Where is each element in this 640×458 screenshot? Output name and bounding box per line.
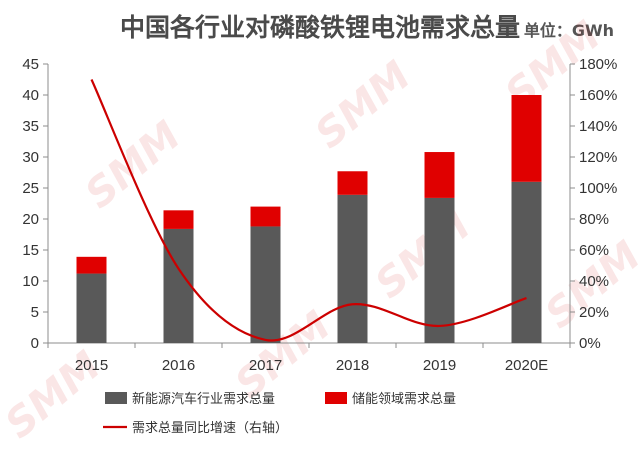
y-left-tick-label: 0 bbox=[31, 335, 39, 352]
growth-rate-line bbox=[90, 79, 527, 342]
legend-label-ev: 新能源汽车行业需求总量 bbox=[132, 391, 275, 407]
bar-storage-segment bbox=[337, 171, 368, 195]
bar-ev-segment bbox=[163, 228, 194, 343]
y-left-tick-label: 30 bbox=[22, 149, 39, 166]
y-left-tick-label: 35 bbox=[22, 118, 39, 135]
x-tick-label: 2016 bbox=[162, 357, 195, 374]
y-right-tick-label: 160% bbox=[579, 87, 617, 104]
y-right-tick-label: 0% bbox=[579, 335, 601, 352]
chart-title: 中国各行业对磷酸铁锂电池需求总量 bbox=[119, 13, 520, 42]
bar-ev-segment bbox=[76, 273, 107, 343]
y-right-tick-label: 120% bbox=[579, 149, 617, 166]
y-right-tick-label: 80% bbox=[579, 211, 609, 228]
bar-ev-segment bbox=[511, 181, 542, 343]
chart-title-block: 中国各行业对磷酸铁锂电池需求总量 单位：GWh bbox=[0, 8, 640, 44]
x-tick-label: 2017 bbox=[249, 357, 282, 374]
y-right-tick-label: 20% bbox=[579, 304, 609, 321]
y-right-tick-label: 40% bbox=[579, 273, 609, 290]
bar-ev-segment bbox=[250, 226, 281, 343]
y-left-tick-label: 15 bbox=[22, 242, 39, 259]
y-right-tick-label: 100% bbox=[579, 180, 617, 197]
y-left-tick-label: 25 bbox=[22, 180, 39, 197]
x-tick-label: 2020E bbox=[505, 357, 548, 374]
x-tick-label: 2015 bbox=[75, 357, 108, 374]
y-right-tick-label: 140% bbox=[579, 118, 617, 135]
x-tick-label: 2019 bbox=[423, 357, 456, 374]
y-left-tick-label: 5 bbox=[31, 304, 39, 321]
y-left-tick-label: 45 bbox=[22, 56, 39, 73]
unit-label: 单位：GWh bbox=[523, 21, 614, 40]
bar-storage-segment bbox=[511, 95, 542, 182]
y-left-tick-label: 10 bbox=[22, 273, 39, 290]
bar-ev-segment bbox=[337, 194, 368, 343]
x-tick-label: 2018 bbox=[336, 357, 369, 374]
bar-storage-segment bbox=[76, 256, 107, 274]
watermark-text: SMM bbox=[367, 203, 480, 308]
legend-swatch-ev bbox=[105, 392, 127, 404]
watermark-text: SMM bbox=[77, 113, 190, 218]
watermark-text: SMM bbox=[307, 53, 420, 158]
legend-swatch-storage bbox=[325, 392, 347, 404]
y-left-tick-label: 40 bbox=[22, 87, 39, 104]
legend-label-storage: 储能领域需求总量 bbox=[352, 392, 456, 407]
bar-storage-segment bbox=[250, 206, 281, 227]
y-right-tick-label: 180% bbox=[579, 56, 617, 73]
bar-ev-segment bbox=[424, 197, 455, 343]
bar-storage-segment bbox=[163, 210, 194, 229]
bar-storage-segment bbox=[424, 152, 455, 198]
legend-label-line: 需求总量同比增速（右轴） bbox=[132, 421, 288, 436]
y-left-tick-label: 20 bbox=[22, 211, 39, 228]
y-right-tick-label: 60% bbox=[579, 242, 609, 259]
